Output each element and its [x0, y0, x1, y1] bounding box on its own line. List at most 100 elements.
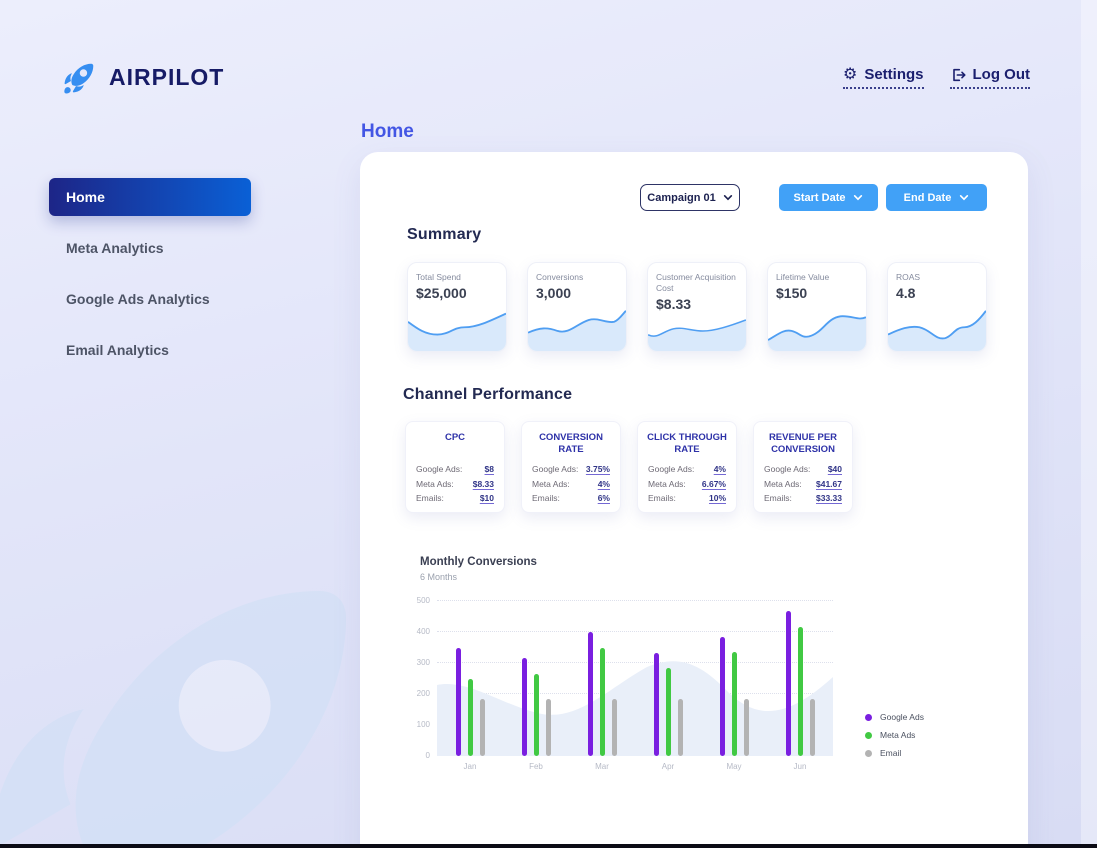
bar-email-feb — [545, 698, 551, 756]
channel-card-conversion-rate: CONVERSION RATE Google Ads: 3.75% Meta A… — [521, 421, 621, 513]
sidebar-item-label: Email Analytics — [66, 342, 169, 358]
gridline-400 — [437, 631, 833, 632]
channel-metric-value-link[interactable]: 6.67% — [701, 478, 726, 489]
header-actions: ⚙ Settings Log Out — [842, 65, 1030, 89]
channel-metric-value-link[interactable]: $33.33 — [816, 493, 842, 503]
channel-metric-label: Meta Ads: — [648, 478, 686, 489]
dashboard-panel: Campaign 01 Start Date End Date Summary … — [360, 152, 1028, 848]
summary-card-label: Lifetime Value — [776, 272, 830, 282]
channel-metric-label: Google Ads: — [532, 464, 579, 474]
bar-meta-ads-mar — [599, 647, 605, 756]
chevron-down-icon — [960, 194, 969, 201]
brand-name: AIRPILOT — [109, 63, 225, 90]
channel-metric-value-link[interactable]: $8.33 — [472, 478, 494, 489]
summary-card-label: Total Spend — [416, 272, 461, 282]
channel-metric-value-link[interactable]: 4% — [713, 464, 726, 474]
channel-metric-row: Meta Ads: 6.67% — [638, 479, 736, 489]
channel-metric-label: Meta Ads: — [532, 478, 570, 489]
channel-metric-label: Google Ads: — [648, 464, 695, 474]
summary-card-value: $8.33 — [656, 296, 692, 313]
bar-email-may — [743, 698, 749, 756]
summary-card-total-spend: Total Spend $25,000 — [407, 262, 507, 352]
channel-metric-value-link[interactable]: $40 — [827, 464, 842, 474]
chart-title: Monthly Conversions — [420, 556, 537, 568]
legend-label: Meta Ads — [880, 730, 916, 740]
summary-card-customer-acquisition-cost: Customer Acquisition Cost $8.33 — [647, 262, 747, 352]
channel-metric-row: Meta Ads: 4% — [522, 479, 620, 489]
start-date-button[interactable]: Start Date — [779, 184, 878, 211]
start-date-label: Start Date — [793, 191, 846, 204]
logout-button[interactable]: Log Out — [949, 66, 1030, 89]
sidebar-item-home[interactable]: Home — [49, 178, 251, 216]
bar-email-mar — [611, 698, 617, 756]
summary-cards: Total Spend $25,000 Conversions 3,000 Cu… — [407, 262, 987, 352]
y-tick-500: 500 — [416, 596, 430, 605]
chevron-down-icon — [723, 194, 732, 201]
x-tick-mar: Mar — [595, 762, 609, 771]
bar-google-ads-feb — [521, 658, 527, 756]
summary-card-label: Customer Acquisition Cost — [656, 272, 736, 294]
y-tick-200: 200 — [416, 689, 430, 698]
channel-metric-value-link[interactable]: $8 — [484, 464, 494, 474]
gear-icon: ⚙ — [842, 65, 858, 83]
summary-heading: Summary — [407, 226, 482, 243]
gridline-500 — [437, 600, 833, 601]
channel-metric-label: Google Ads: — [764, 464, 811, 474]
legend-item-email: Email — [865, 748, 924, 758]
legend-dot-icon — [865, 749, 872, 757]
bar-google-ads-jun — [785, 611, 791, 756]
end-date-label: End Date — [903, 191, 952, 204]
channel-card-revenue-per-conversion: REVENUE PER CONVERSION Google Ads: $40 M… — [753, 421, 853, 513]
chart-legend: Google Ads Meta Ads Email — [865, 712, 924, 758]
chart-subtitle: 6 Months — [420, 572, 458, 582]
campaign-select[interactable]: Campaign 01 — [640, 184, 740, 211]
channel-metric-value-link[interactable]: 3.75% — [585, 464, 610, 474]
sparkline-chart — [888, 310, 986, 351]
channel-metric-row: Emails: $10 — [406, 493, 504, 503]
bar-group-mar — [569, 601, 635, 756]
sidebar-item-label: Home — [66, 189, 105, 205]
summary-card-roas: ROAS 4.8 — [887, 262, 987, 352]
sidebar-item-meta-analytics[interactable]: Meta Analytics — [49, 229, 251, 267]
bar-email-jan — [479, 698, 485, 756]
channel-metric-value-link[interactable]: 4% — [597, 478, 610, 489]
bar-google-ads-may — [719, 636, 725, 756]
summary-card-value: $150 — [776, 285, 808, 302]
sidebar-item-google-ads-analytics[interactable]: Google Ads Analytics — [49, 280, 251, 318]
channel-card-title: CONVERSION RATE — [539, 432, 603, 456]
bar-chart-plot-area — [437, 600, 833, 756]
bar-google-ads-mar — [587, 632, 593, 756]
bar-group-feb — [503, 601, 569, 756]
channel-metric-label: Emails: — [416, 493, 444, 503]
end-date-button[interactable]: End Date — [886, 184, 987, 211]
legend-dot-icon — [865, 713, 872, 721]
bar-group-apr — [635, 601, 701, 756]
channel-metric-row: Emails: 6% — [522, 493, 620, 503]
sparkline-chart — [528, 310, 626, 351]
channel-metric-row: Meta Ads: $41.67 — [754, 479, 852, 489]
channel-metric-label: Meta Ads: — [416, 478, 454, 489]
sidebar-item-email-analytics[interactable]: Email Analytics — [49, 331, 251, 369]
legend-item-google-ads: Google Ads — [865, 712, 924, 722]
background-right-band — [1081, 0, 1097, 848]
channel-metric-value-link[interactable]: 10% — [708, 493, 726, 503]
bar-group-jun — [767, 601, 833, 756]
channel-metric-value-link[interactable]: $10 — [479, 493, 494, 503]
channel-card-title: REVENUE PER CONVERSION — [768, 432, 838, 456]
bar-google-ads-apr — [653, 652, 659, 756]
y-tick-300: 300 — [416, 658, 430, 667]
sidebar: Home Meta Analytics Google Ads Analytics… — [49, 178, 251, 382]
summary-card-lifetime-value: Lifetime Value $150 — [767, 262, 867, 352]
page-title: Home — [361, 121, 414, 142]
rocket-watermark-icon — [0, 590, 347, 848]
summary-card-value: $25,000 — [416, 285, 467, 302]
channel-metric-value-link[interactable]: $41.67 — [816, 478, 842, 489]
channel-metric-row: Meta Ads: $8.33 — [406, 479, 504, 489]
channel-metric-value-link[interactable]: 6% — [597, 493, 610, 503]
summary-card-conversions: Conversions 3,000 — [527, 262, 627, 352]
legend-label: Email — [880, 748, 902, 758]
summary-card-value: 3,000 — [536, 285, 572, 302]
sparkline-chart — [648, 319, 746, 351]
summary-card-value: 4.8 — [896, 285, 916, 302]
settings-button[interactable]: ⚙ Settings — [842, 65, 924, 89]
